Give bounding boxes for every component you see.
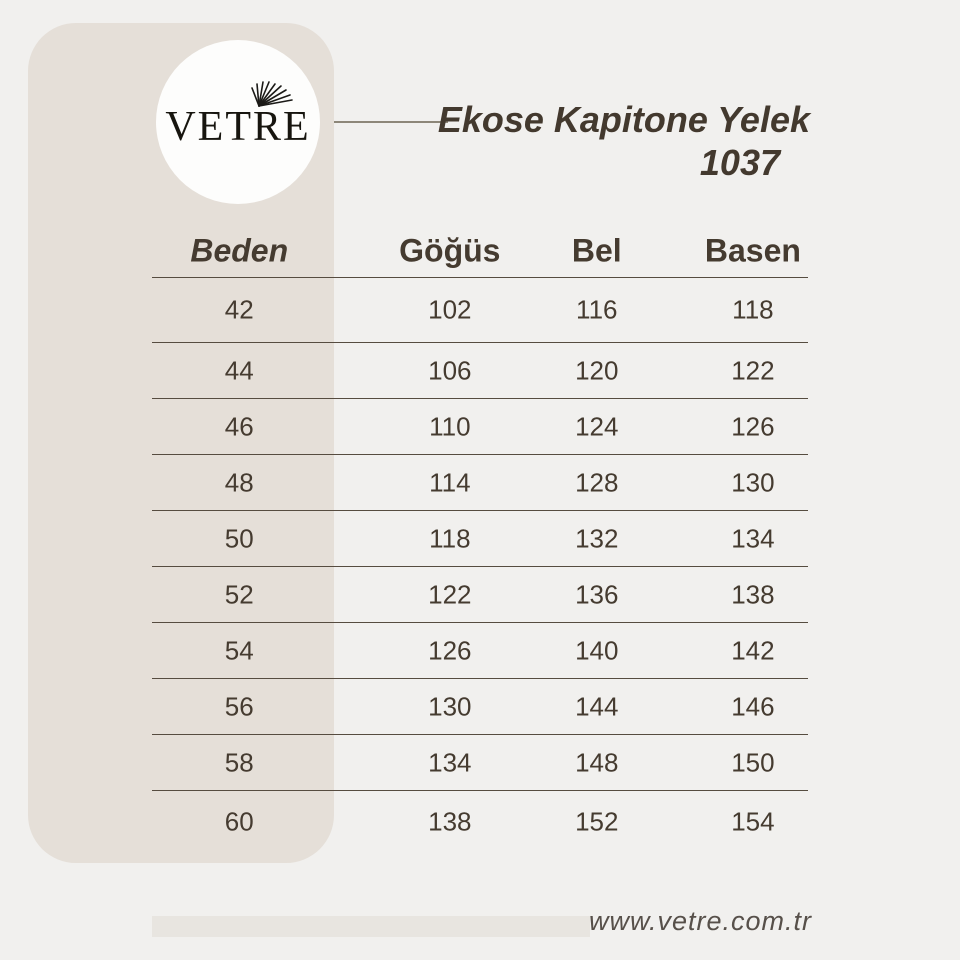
table-row: 42 102 116 118 <box>152 278 808 343</box>
table-cell-waist: 132 <box>575 523 619 553</box>
product-title: Ekose Kapitone Yelek 1037 <box>438 98 810 184</box>
table-cell-waist: 116 <box>576 294 618 325</box>
table-cell-chest: 102 <box>428 294 472 325</box>
table-cell-hip: 142 <box>731 635 775 665</box>
column-header-hip: Basen <box>704 232 801 269</box>
table-cell-chest: 110 <box>429 411 471 441</box>
table-cell-waist: 144 <box>575 691 619 721</box>
table-cell-size: 54 <box>224 635 254 665</box>
table-cell-chest: 118 <box>429 523 471 553</box>
logo-burst-icon <box>251 81 293 107</box>
product-title-name: Ekose Kapitone Yelek <box>437 99 810 140</box>
logo-title-divider-line <box>334 121 448 123</box>
table-cell-waist: 136 <box>575 579 619 609</box>
table-cell-waist: 120 <box>575 355 619 385</box>
product-title-code: 1037 <box>699 142 780 183</box>
table-cell-chest: 126 <box>428 635 472 665</box>
table-body: 42 102 116 118 44 106 120 122 46 110 124 126 48 114 12… <box>152 278 808 853</box>
column-header-waist: Bel <box>571 232 622 269</box>
table-cell-hip: 150 <box>731 747 775 777</box>
column-header-size: Beden <box>190 232 289 269</box>
table-row: 58 134 148 150 <box>152 735 808 791</box>
table-cell-waist: 124 <box>575 411 619 441</box>
table-cell-hip: 138 <box>731 579 775 609</box>
brand-logo-text: VETRE <box>165 104 311 150</box>
table-row: 52 122 136 138 <box>152 567 808 623</box>
table-cell-size: 50 <box>224 523 254 553</box>
table-row: 44 106 120 122 <box>152 343 808 399</box>
table-cell-size: 56 <box>224 691 254 721</box>
table-cell-size: 58 <box>224 747 254 777</box>
table-cell-size: 60 <box>224 806 254 837</box>
table-cell-hip: 146 <box>731 691 775 721</box>
footer-accent-bar <box>152 916 590 937</box>
brand-logo-circle: VETRE <box>156 40 320 204</box>
table-cell-waist: 148 <box>575 747 619 777</box>
table-cell-chest: 122 <box>428 579 472 609</box>
column-header-chest: Göğüs <box>399 232 501 269</box>
table-cell-waist: 128 <box>575 467 619 497</box>
table-cell-waist: 152 <box>575 806 619 837</box>
table-cell-hip: 126 <box>731 411 775 441</box>
table-cell-chest: 106 <box>428 355 472 385</box>
table-cell-hip: 122 <box>731 355 775 385</box>
table-cell-size: 42 <box>224 294 254 325</box>
table-cell-hip: 134 <box>731 523 775 553</box>
size-chart-table: Beden Göğüs Bel Basen 42 102 116 118 44 106 120 12… <box>152 225 808 853</box>
table-row: 46 110 124 126 <box>152 399 808 455</box>
table-cell-chest: 114 <box>429 467 471 497</box>
table-cell-size: 44 <box>224 355 254 385</box>
table-row: 56 130 144 146 <box>152 679 808 735</box>
website-url: www.vetre.com.tr <box>588 906 812 936</box>
table-cell-hip: 130 <box>731 467 775 497</box>
table-cell-chest: 138 <box>428 806 472 837</box>
table-row: 50 118 132 134 <box>152 511 808 567</box>
table-cell-hip: 154 <box>731 806 775 837</box>
table-cell-size: 46 <box>224 411 254 441</box>
table-cell-chest: 130 <box>428 691 472 721</box>
table-row: 60 138 152 154 <box>152 791 808 853</box>
table-cell-size: 52 <box>224 579 254 609</box>
table-cell-chest: 134 <box>428 747 472 777</box>
table-row: 54 126 140 142 <box>152 623 808 679</box>
table-cell-hip: 118 <box>732 294 774 325</box>
table-cell-size: 48 <box>224 467 254 497</box>
table-header-row: Beden Göğüs Bel Basen <box>152 225 808 278</box>
table-cell-waist: 140 <box>575 635 619 665</box>
table-row: 48 114 128 130 <box>152 455 808 511</box>
